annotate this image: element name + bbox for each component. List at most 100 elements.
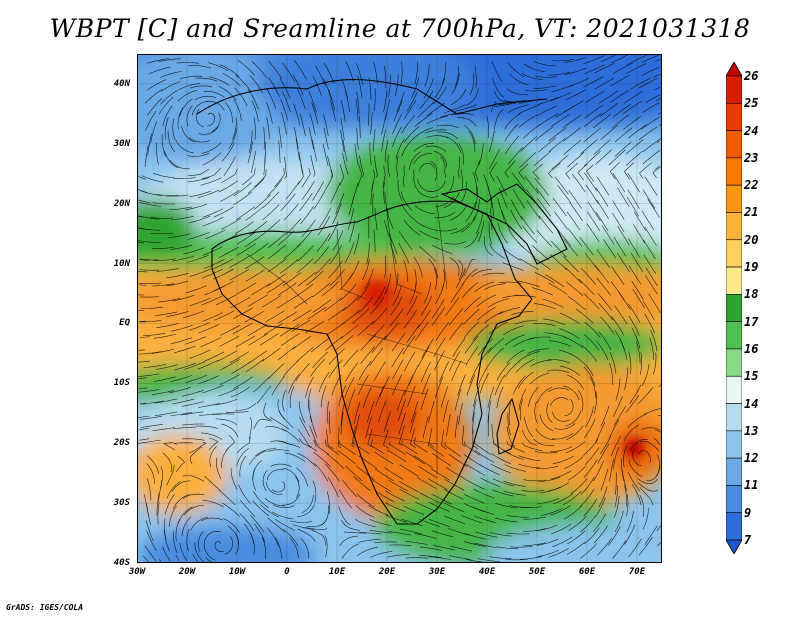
- streamline: [506, 440, 526, 453]
- streamline: [414, 62, 418, 85]
- streamline: [650, 329, 658, 352]
- streamline: [421, 373, 431, 395]
- streamline: [593, 113, 612, 129]
- streamline: [139, 269, 159, 271]
- streamline: [439, 361, 450, 383]
- streamline: [630, 77, 651, 90]
- streamline: [652, 166, 661, 179]
- streamline: [600, 405, 610, 427]
- streamline: [141, 175, 164, 183]
- streamline: [472, 506, 495, 515]
- streamline: [518, 463, 541, 469]
- streamline: [464, 494, 485, 504]
- streamline: [213, 268, 234, 280]
- streamline: [434, 283, 445, 305]
- streamline: [564, 456, 584, 469]
- streamline: [526, 200, 541, 219]
- streamline: [504, 334, 526, 346]
- streamline: [473, 489, 495, 499]
- streamline: [185, 374, 207, 383]
- streamline: [137, 373, 160, 377]
- streamline: [581, 344, 598, 362]
- streamline: [403, 259, 408, 282]
- streamline: [266, 117, 270, 140]
- streamline: [619, 338, 628, 361]
- streamline: [236, 243, 256, 256]
- streamline: [594, 77, 615, 90]
- streamline: [162, 452, 172, 473]
- colorbar-segment: [726, 157, 742, 186]
- streamline: [524, 176, 539, 195]
- streamline: [369, 519, 392, 527]
- streamline: [202, 208, 224, 218]
- streamline: [415, 321, 429, 341]
- streamline: [599, 103, 619, 117]
- streamline: [345, 60, 354, 83]
- streamline: [138, 351, 162, 355]
- streamline: [502, 262, 524, 271]
- streamline: [189, 190, 211, 198]
- colorbar-level-label: 18: [744, 287, 759, 302]
- streamline: [428, 519, 451, 528]
- streamline: [219, 335, 240, 347]
- streamline: [344, 377, 355, 398]
- streamline: [566, 425, 584, 441]
- streamline: [323, 114, 329, 137]
- streamline: [300, 205, 315, 224]
- streamline: [213, 258, 234, 270]
- streamline: [384, 490, 405, 502]
- streamline: [440, 112, 462, 118]
- streamline: [466, 374, 476, 396]
- streamline: [336, 335, 354, 351]
- streamline: [473, 515, 496, 523]
- streamline: [417, 101, 435, 118]
- streamline: [164, 529, 170, 552]
- streamline: [236, 206, 255, 220]
- streamline: [611, 266, 625, 286]
- streamline: [568, 465, 586, 481]
- streamline: [284, 156, 287, 179]
- streamline: [489, 161, 497, 182]
- streamline: [342, 139, 348, 162]
- streamline: [580, 488, 595, 507]
- streamline: [294, 60, 307, 80]
- streamline: [617, 187, 630, 207]
- streamline: [639, 440, 660, 451]
- streamline: [158, 559, 162, 562]
- streamline: [430, 468, 450, 481]
- streamline: [198, 531, 204, 553]
- streamline: [236, 282, 257, 295]
- colorbar-level-label: 21: [744, 205, 759, 220]
- streamline: [565, 89, 586, 101]
- streamline: [449, 351, 461, 372]
- streamline: [629, 384, 642, 405]
- streamline: [201, 142, 222, 154]
- streamline: [444, 515, 466, 525]
- colorbar-segment: [726, 184, 742, 213]
- streamline: [609, 362, 614, 385]
- streamline: [642, 507, 649, 530]
- streamline: [300, 538, 309, 559]
- streamline: [399, 480, 419, 493]
- streamline: [538, 215, 554, 234]
- streamline: [422, 416, 429, 439]
- streamline: [373, 128, 376, 152]
- streamline: [457, 259, 464, 281]
- streamline: [475, 212, 484, 235]
- streamline: [374, 451, 394, 465]
- streamline: [614, 305, 628, 325]
- streamline: [187, 168, 209, 177]
- streamline: [296, 258, 314, 274]
- streamline: [188, 232, 210, 240]
- streamline: [537, 386, 553, 404]
- streamline: [495, 517, 518, 523]
- streamline: [502, 450, 524, 460]
- streamline: [632, 484, 642, 505]
- streamline: [340, 129, 345, 153]
- streamline: [428, 180, 446, 192]
- streamline: [185, 203, 208, 211]
- streamline: [233, 376, 253, 389]
- streamline: [583, 438, 598, 456]
- streamline: [624, 484, 628, 507]
- streamline: [256, 385, 272, 404]
